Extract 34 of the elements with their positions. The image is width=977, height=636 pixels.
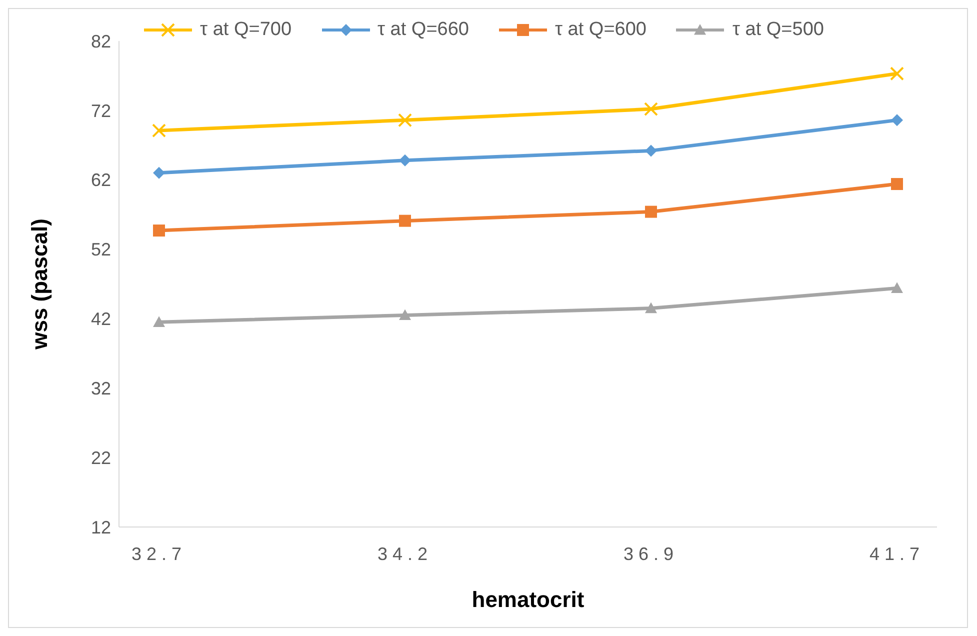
point (645, 144, 657, 157)
y-axis-title: wss (pascal) (26, 218, 52, 350)
point (644, 102, 658, 116)
point (890, 66, 904, 81)
y-tick-label: 12 (90, 517, 111, 538)
y-tick-label: 82 (90, 31, 111, 52)
y-tick-label: 72 (90, 100, 111, 121)
x-tick-label: 41.7 (869, 544, 925, 564)
point (399, 214, 411, 227)
point (891, 114, 903, 126)
point (891, 178, 903, 190)
point (153, 224, 165, 237)
y-tick-label: 42 (90, 309, 111, 330)
legend-label: τ at Q=660 (378, 19, 469, 41)
x-tick-label: 32.7 (131, 544, 187, 564)
point (645, 206, 657, 218)
point (891, 282, 903, 293)
point (152, 124, 166, 138)
y-tick-label: 32 (90, 378, 111, 399)
point (153, 166, 165, 179)
y-tick-label: 22 (90, 448, 111, 468)
legend-label: τ at Q=600 (555, 19, 646, 41)
point (645, 302, 657, 314)
legend-label: τ at Q=700 (200, 19, 292, 41)
point (153, 316, 165, 327)
y-tick-label: 52 (90, 240, 111, 260)
point (399, 154, 411, 166)
x-axis-title: hematocrit (472, 587, 585, 612)
point (399, 309, 411, 320)
legend-label: τ at Q=500 (732, 19, 824, 41)
x-tick-label: 36.9 (623, 544, 679, 564)
point (398, 113, 412, 128)
x-tick-label: 34.2 (377, 544, 433, 564)
y-tick-label: 62 (90, 170, 111, 190)
